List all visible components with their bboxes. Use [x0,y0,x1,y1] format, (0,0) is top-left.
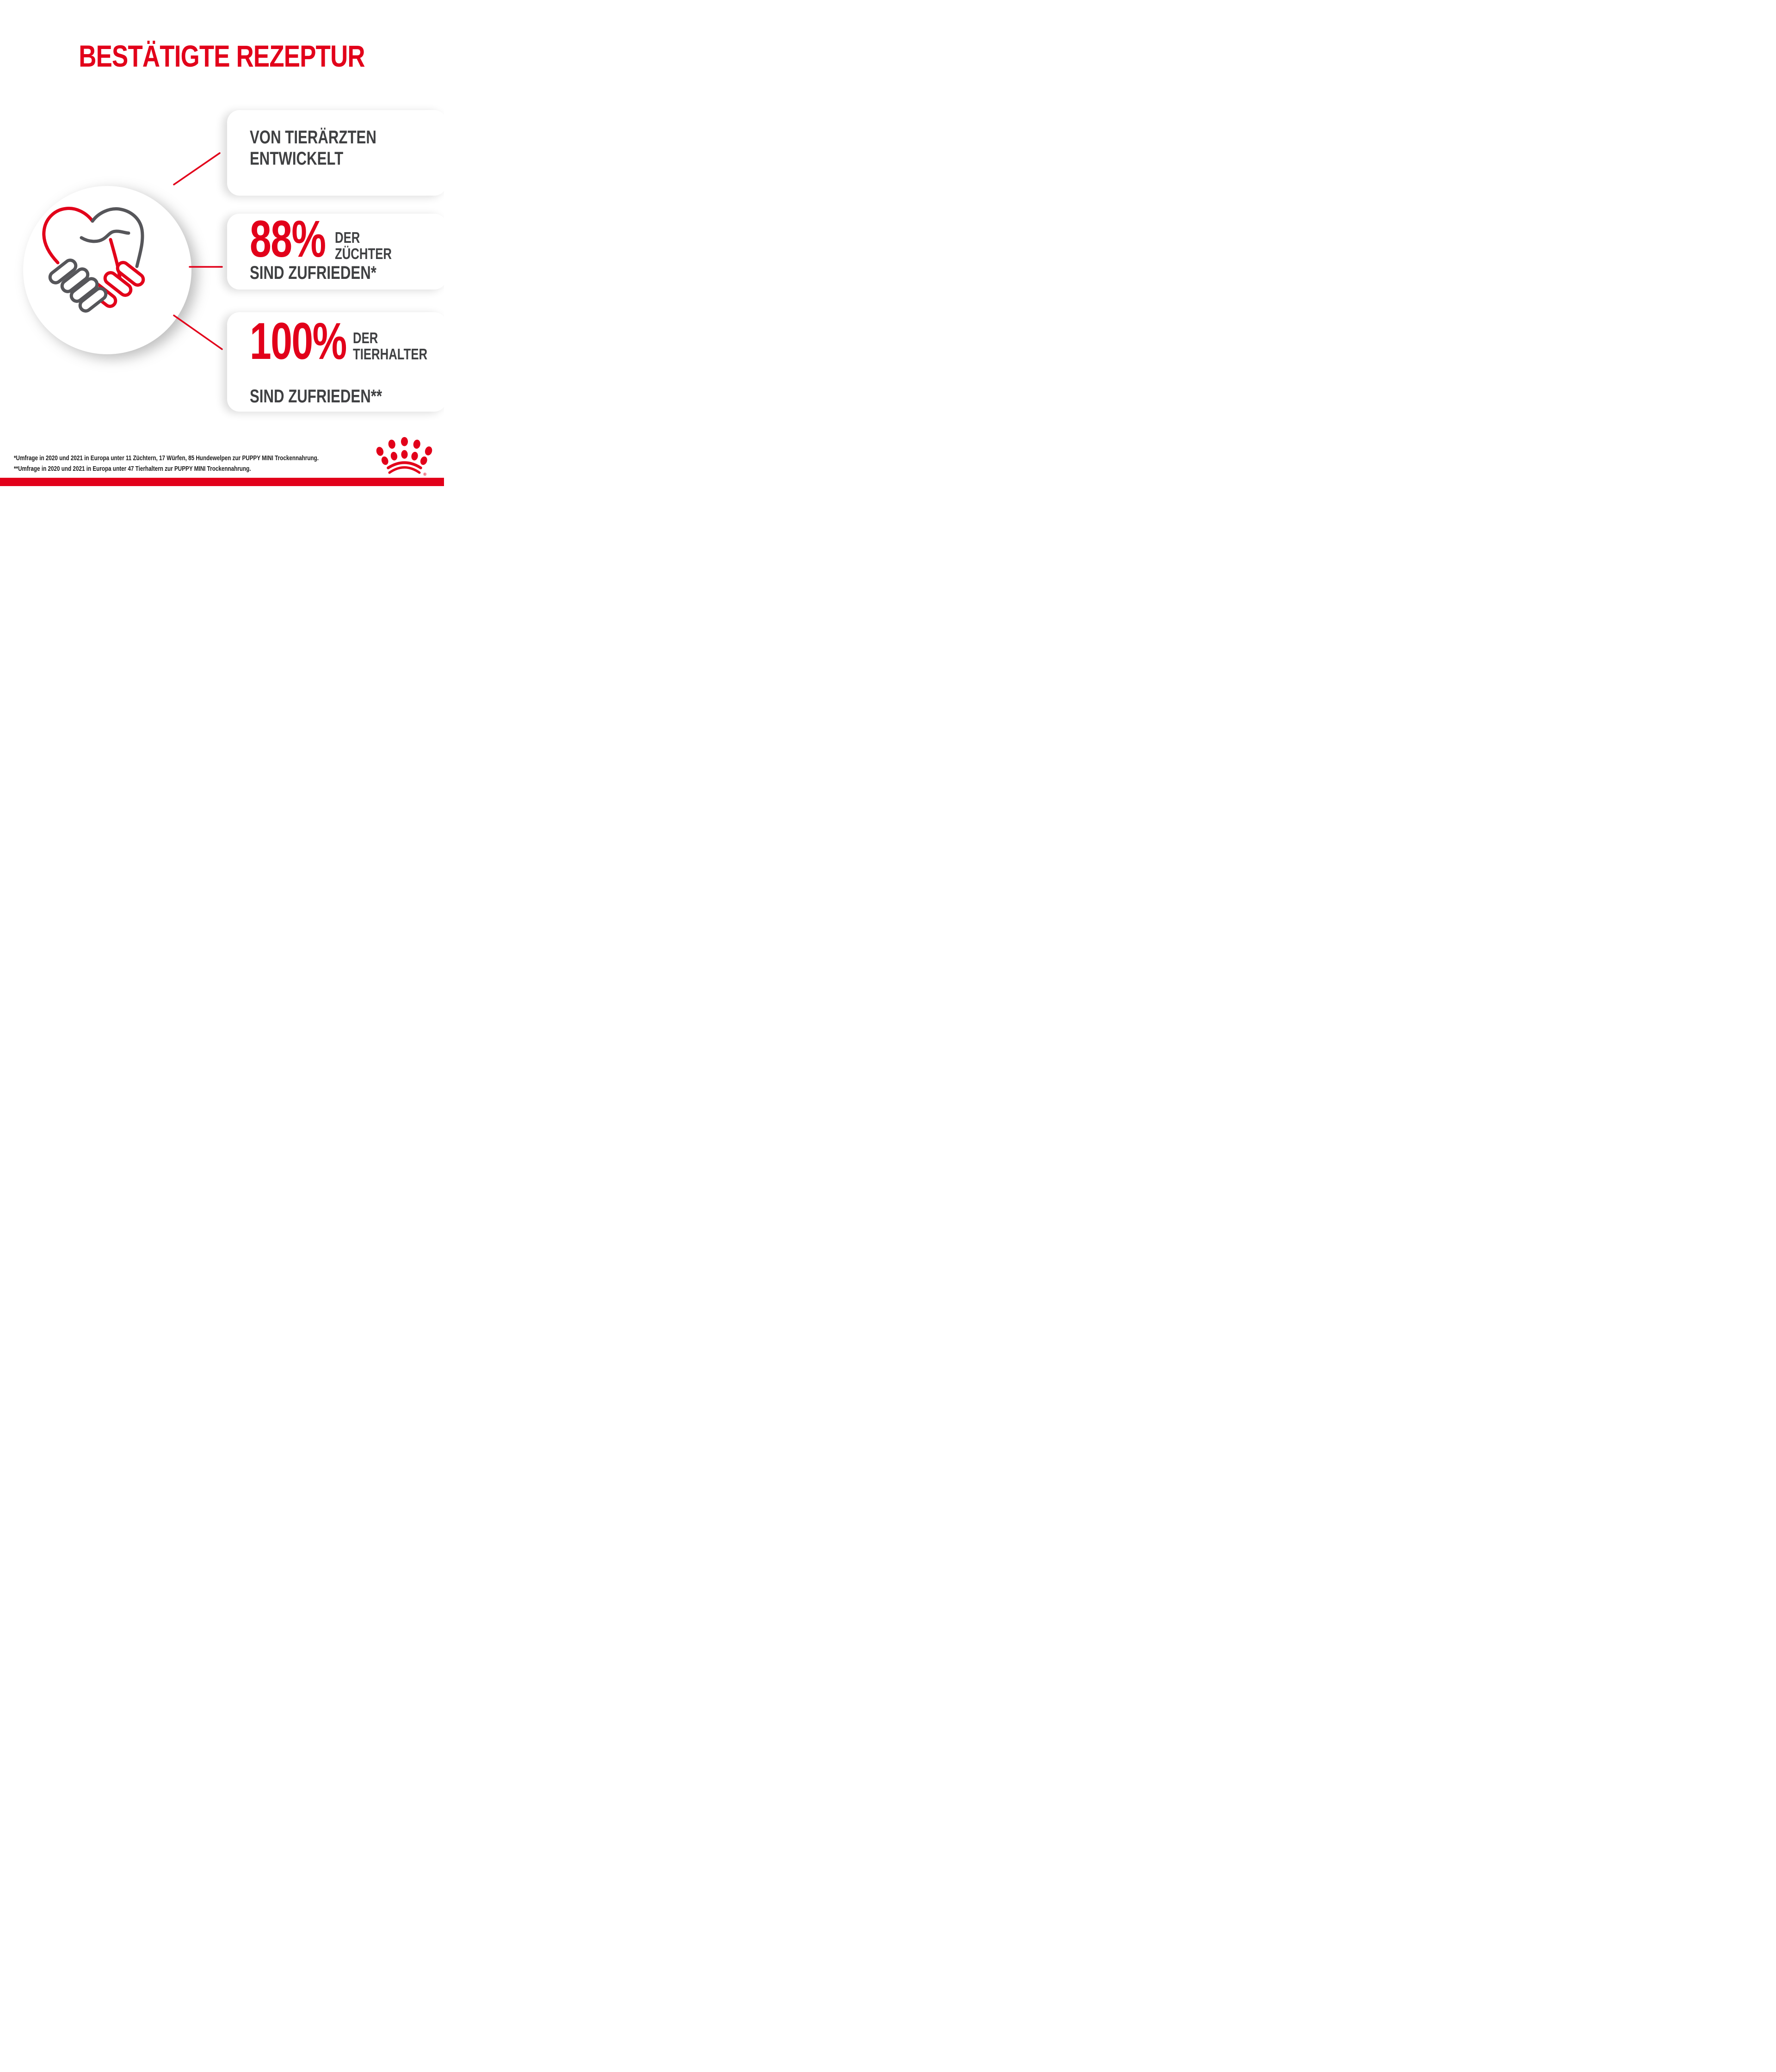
callout-card-pet-owners: 100% DER TIERHALTER SIND ZUFRIEDEN** [227,312,444,412]
callout-text: VON TIERÄRZTEN ENTWICKELT [250,127,412,169]
percent-label-breeders: DER ZÜCHTER [335,229,392,262]
percent-label-pet-owners: DER TIERHALTER [353,329,428,363]
callout-card-breeders: 88% DER ZÜCHTER SIND ZUFRIEDEN* [227,210,444,290]
handshake-heart-icon [42,207,145,313]
royal-canin-crown-logo: ® [376,437,432,476]
page-title: BESTÄTIGTE REZEPTUR [79,39,365,73]
statement-breeders: SIND ZUFRIEDEN* [250,263,376,283]
footnotes: *Umfrage in 2020 und 2021 in Europa unte… [14,453,405,474]
percent-value-breeders: 88% [250,210,326,268]
connector-lines [173,152,223,350]
callout1-line2: ENTWICKELT [250,148,344,169]
statement-pet-owners: SIND ZUFRIEDEN** [250,386,382,407]
footnote-1: *Umfrage in 2020 und 2021 in Europa unte… [14,454,319,462]
footnote-2: **Umfrage in 2020 und 2021 in Europa unt… [14,464,251,473]
callout-card-veterinarians: VON TIERÄRZTEN ENTWICKELT [227,110,444,196]
infographic-page: BESTÄTIGTE REZEPTUR VON TIERÄRZTEN ENTWI… [0,0,444,518]
registered-trademark-icon: ® [423,471,426,476]
percent-value-pet-owners: 100% [250,312,347,370]
connector-line-top [173,152,221,185]
connector-line-bottom [173,314,223,350]
bottom-red-bar [0,478,444,486]
callout1-line1: VON TIERÄRZTEN [250,127,376,148]
